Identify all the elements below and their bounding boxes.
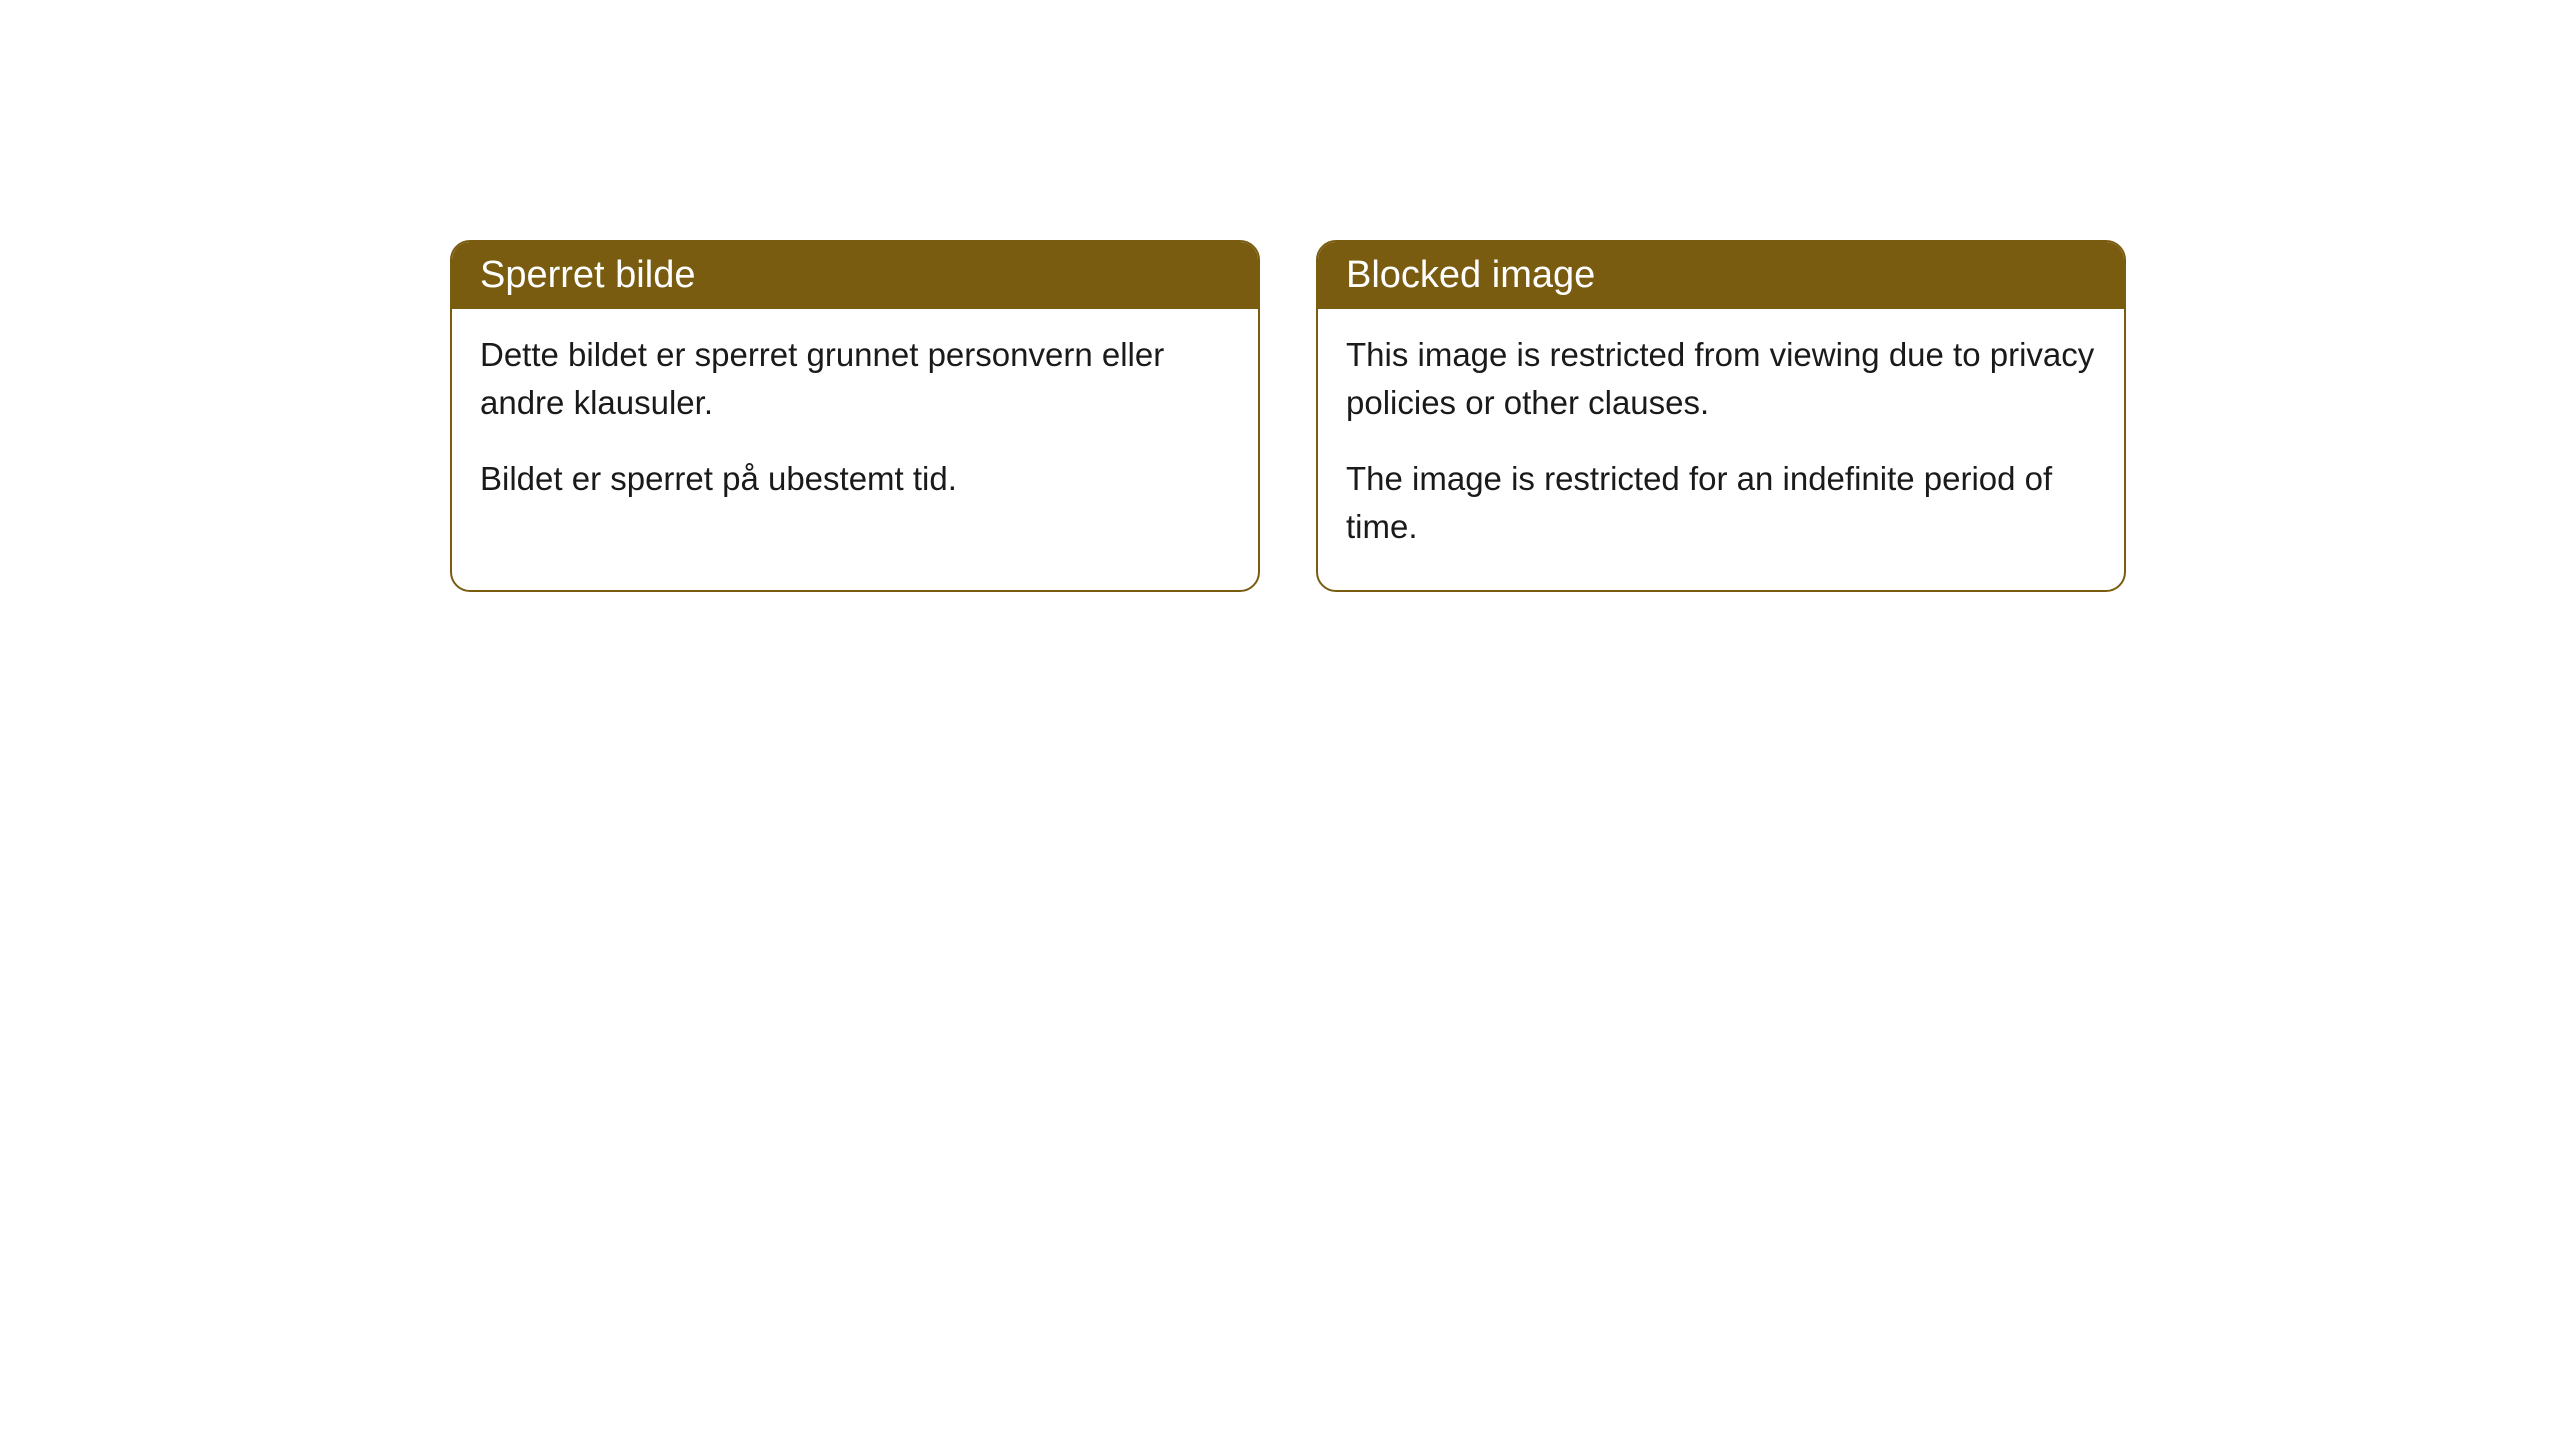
card-title-english: Blocked image (1346, 254, 1595, 296)
card-paragraph1-norwegian: Dette bildet er sperret grunnet personve… (480, 331, 1230, 427)
card-paragraph1-english: This image is restricted from viewing du… (1346, 331, 2096, 427)
card-body-english: This image is restricted from viewing du… (1318, 309, 2124, 590)
card-paragraph2-norwegian: Bildet er sperret på ubestemt tid. (480, 455, 1230, 503)
card-english: Blocked image This image is restricted f… (1316, 240, 2126, 592)
card-header-english: Blocked image (1318, 242, 2124, 309)
card-title-norwegian: Sperret bilde (480, 254, 695, 296)
card-header-norwegian: Sperret bilde (452, 242, 1258, 309)
card-norwegian: Sperret bilde Dette bildet er sperret gr… (450, 240, 1260, 592)
card-body-norwegian: Dette bildet er sperret grunnet personve… (452, 309, 1258, 543)
card-paragraph2-english: The image is restricted for an indefinit… (1346, 455, 2096, 551)
cards-container: Sperret bilde Dette bildet er sperret gr… (0, 0, 2560, 592)
